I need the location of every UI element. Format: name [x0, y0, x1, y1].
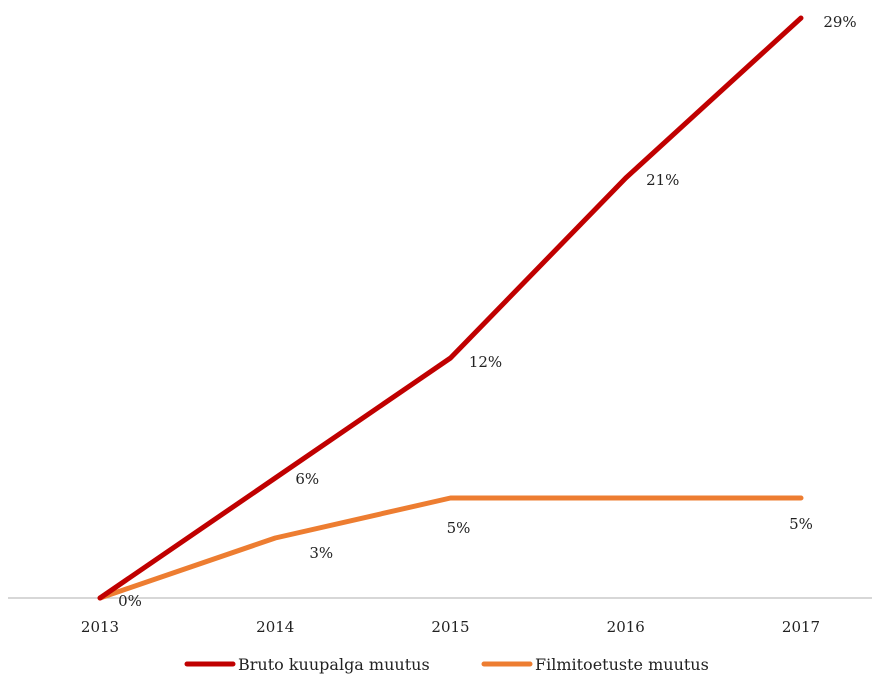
legend-label-1: Bruto kuupalga muutus: [238, 655, 430, 674]
legend: Bruto kuupalga muutus Filmitoetuste muutu…: [184, 655, 709, 674]
series-line-1: [97, 15, 804, 601]
data-label-s1-2013: 0%: [118, 592, 142, 610]
x-axis-ticks: 2013 2014 2015 2016 2017: [81, 618, 820, 636]
data-labels: 0% 6% 12% 21% 29% 3% 5% 5%: [118, 13, 857, 610]
data-label-s2-2017: 5%: [789, 515, 813, 533]
x-tick-label-2013: 2013: [81, 618, 119, 636]
data-label-s2-2015: 5%: [447, 519, 471, 537]
legend-label-2: Filmitoetuste muutus: [535, 655, 709, 674]
data-label-s1-2016: 21%: [646, 171, 679, 189]
x-tick-label-2017: 2017: [782, 618, 820, 636]
data-label-s1-2017: 29%: [823, 13, 856, 31]
x-tick-label-2016: 2016: [607, 618, 645, 636]
data-label-s2-2014: 3%: [309, 544, 333, 562]
series-line-2: [97, 495, 804, 601]
x-tick-label-2015: 2015: [431, 618, 469, 636]
data-label-s1-2014: 6%: [295, 470, 319, 488]
x-tick-label-2014: 2014: [256, 618, 294, 636]
data-label-s1-2015: 12%: [469, 353, 502, 371]
series-lines: [97, 15, 804, 601]
